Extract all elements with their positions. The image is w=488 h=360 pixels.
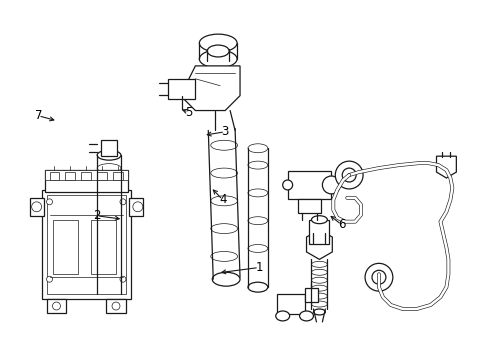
Bar: [106, 299, 126, 313]
Ellipse shape: [313, 309, 325, 315]
Bar: [41, 190, 131, 299]
Bar: [30, 198, 43, 216]
Circle shape: [335, 161, 362, 189]
Bar: [49, 172, 60, 180]
Ellipse shape: [311, 269, 326, 275]
Bar: [91, 220, 116, 274]
Bar: [81, 172, 91, 180]
Circle shape: [112, 302, 120, 310]
Ellipse shape: [210, 168, 237, 178]
Ellipse shape: [311, 277, 326, 283]
Ellipse shape: [207, 45, 229, 57]
Ellipse shape: [97, 213, 121, 222]
Bar: [46, 195, 126, 294]
Ellipse shape: [97, 289, 121, 299]
Polygon shape: [436, 156, 455, 178]
Text: 5: 5: [184, 105, 192, 119]
Bar: [101, 140, 117, 156]
Ellipse shape: [247, 282, 267, 292]
Polygon shape: [180, 66, 240, 111]
Ellipse shape: [97, 263, 121, 272]
Bar: [44, 170, 128, 192]
Bar: [167, 79, 195, 99]
Circle shape: [32, 202, 41, 212]
Bar: [309, 220, 328, 244]
Ellipse shape: [97, 238, 121, 247]
Bar: [304, 288, 318, 302]
Ellipse shape: [299, 311, 313, 321]
Ellipse shape: [212, 272, 240, 286]
Ellipse shape: [282, 180, 292, 190]
Bar: [44, 170, 128, 180]
Circle shape: [365, 264, 392, 291]
Bar: [297, 199, 321, 213]
Ellipse shape: [311, 285, 326, 291]
Ellipse shape: [311, 293, 326, 299]
Ellipse shape: [97, 164, 121, 172]
Bar: [287, 171, 331, 199]
Ellipse shape: [210, 196, 237, 206]
Circle shape: [120, 199, 126, 205]
Ellipse shape: [247, 189, 267, 197]
Bar: [97, 172, 107, 180]
Ellipse shape: [210, 251, 237, 261]
Bar: [276, 294, 304, 314]
Circle shape: [52, 302, 61, 310]
Ellipse shape: [322, 176, 340, 194]
Ellipse shape: [275, 311, 289, 321]
Text: 1: 1: [255, 261, 262, 274]
Circle shape: [46, 199, 52, 205]
Ellipse shape: [97, 188, 121, 197]
Text: 4: 4: [219, 193, 226, 206]
Bar: [46, 299, 66, 313]
Ellipse shape: [199, 34, 237, 52]
Circle shape: [371, 270, 385, 284]
Ellipse shape: [311, 216, 326, 224]
Ellipse shape: [311, 261, 326, 267]
Text: 3: 3: [221, 125, 228, 138]
Text: 7: 7: [35, 109, 42, 122]
Bar: [129, 198, 142, 216]
Circle shape: [342, 168, 355, 182]
Ellipse shape: [97, 150, 121, 160]
Ellipse shape: [247, 161, 267, 169]
Ellipse shape: [210, 140, 237, 150]
Bar: [53, 220, 78, 274]
Ellipse shape: [210, 224, 237, 234]
Circle shape: [120, 276, 126, 282]
Ellipse shape: [247, 217, 267, 225]
Ellipse shape: [247, 144, 267, 153]
Ellipse shape: [199, 50, 237, 68]
Polygon shape: [306, 230, 332, 260]
Bar: [65, 172, 75, 180]
Ellipse shape: [311, 301, 326, 307]
Ellipse shape: [247, 244, 267, 252]
Circle shape: [46, 276, 52, 282]
Circle shape: [133, 202, 142, 212]
Text: 6: 6: [337, 218, 345, 231]
Bar: [113, 172, 122, 180]
Text: 2: 2: [93, 209, 100, 222]
